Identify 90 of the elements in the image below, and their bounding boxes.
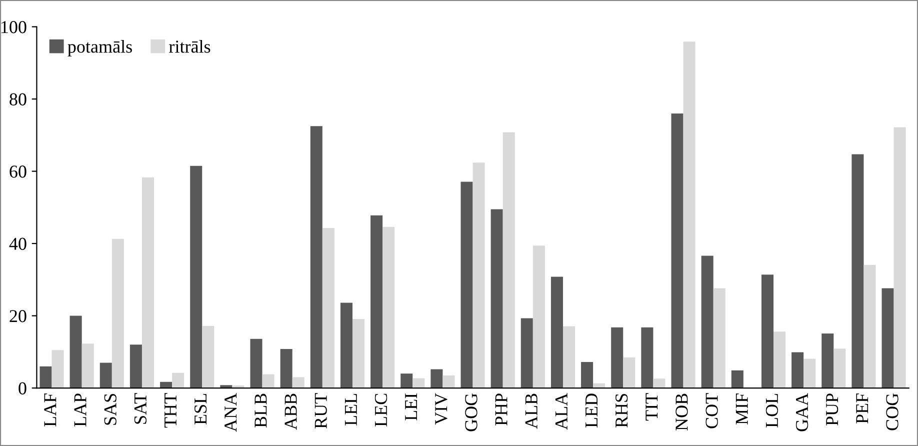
x-tick-label: LAP [74, 394, 86, 426]
bar [792, 352, 804, 388]
bar [310, 126, 322, 388]
bar [520, 318, 533, 388]
y-tick-label: 40 [9, 238, 26, 250]
x-tick-label: LAF [44, 394, 56, 426]
bar [400, 374, 413, 388]
bar [611, 327, 624, 388]
x-tick-label: SAT [134, 393, 146, 424]
bar [731, 370, 744, 388]
bar [701, 256, 714, 388]
y-tick-label: 100 [2, 21, 26, 34]
y-tick-label: 0 [18, 382, 26, 394]
bar [382, 226, 395, 388]
bar [262, 374, 274, 388]
bar [550, 276, 563, 388]
bar [190, 166, 202, 388]
x-tick-label: LEC [374, 394, 388, 426]
bar [502, 132, 515, 388]
bar [773, 332, 786, 388]
bar [683, 42, 696, 388]
bar [804, 358, 816, 388]
y-tick-label: 20 [10, 310, 26, 322]
bar [472, 162, 485, 388]
x-tick-label: GOG [465, 393, 478, 432]
bar [460, 182, 473, 388]
x-tick-label: RUT [314, 393, 327, 428]
x-tick-label: BLB [254, 394, 267, 428]
x-tick-label: ESL [194, 394, 207, 424]
bar [202, 326, 214, 388]
bar [852, 154, 864, 388]
x-tick-label: PUP [826, 394, 838, 426]
x-tick-label: ANA [224, 393, 237, 432]
legend-label: potamāls [68, 40, 132, 56]
x-tick-label: TIT [646, 393, 658, 421]
x-tick-label: RHS [616, 394, 628, 428]
bar [442, 375, 455, 388]
bar [40, 366, 52, 388]
bar [581, 362, 594, 388]
bar [172, 372, 184, 388]
bar [822, 333, 834, 388]
bar [52, 350, 64, 388]
x-tick-label: ALA [555, 393, 568, 430]
bar [641, 327, 654, 388]
bar [894, 127, 906, 388]
bar [412, 378, 425, 388]
bar [623, 357, 636, 388]
x-tick-label: LED [586, 394, 598, 428]
bar [562, 326, 576, 388]
bar [292, 377, 304, 388]
x-tick-label: ALB [525, 394, 538, 429]
x-tick-label: THT [164, 393, 176, 428]
x-tick-label: VIV [435, 393, 448, 425]
bar [370, 215, 383, 388]
bar [653, 378, 666, 388]
x-tick-label: NOB [676, 394, 688, 430]
bar [430, 369, 443, 388]
x-tick-label: ABB [284, 394, 297, 430]
legend-label: ritrāls [169, 40, 210, 53]
x-tick-label: PHP [495, 394, 508, 426]
bar [340, 302, 352, 388]
x-tick-label: LEL [345, 394, 357, 426]
bar [280, 349, 292, 388]
y-tick-label: 80 [10, 93, 26, 106]
x-tick-label: COT [706, 393, 718, 428]
y-tick-label: 60 [10, 166, 26, 178]
bar [322, 228, 334, 388]
x-tick-label: COG [886, 393, 898, 430]
bar [100, 362, 112, 388]
bar [142, 177, 154, 388]
bar [761, 274, 774, 388]
x-tick-label: LOL [766, 394, 778, 428]
x-tick-label: SAS [104, 394, 116, 425]
bar [671, 113, 684, 388]
bar [864, 264, 876, 388]
bar [532, 246, 545, 388]
bar [882, 288, 894, 388]
x-tick-label: PEF [856, 394, 868, 424]
x-tick-label: GAA [796, 393, 808, 432]
x-tick-label: MIF [736, 394, 748, 424]
bar [130, 344, 142, 388]
bar [713, 288, 726, 388]
bar [352, 319, 365, 388]
x-tick-label: LEI [405, 394, 417, 420]
bar [490, 209, 503, 388]
bar [70, 316, 82, 388]
bar [82, 344, 94, 388]
bar [250, 338, 262, 388]
bar [834, 348, 846, 388]
bar [112, 238, 124, 388]
